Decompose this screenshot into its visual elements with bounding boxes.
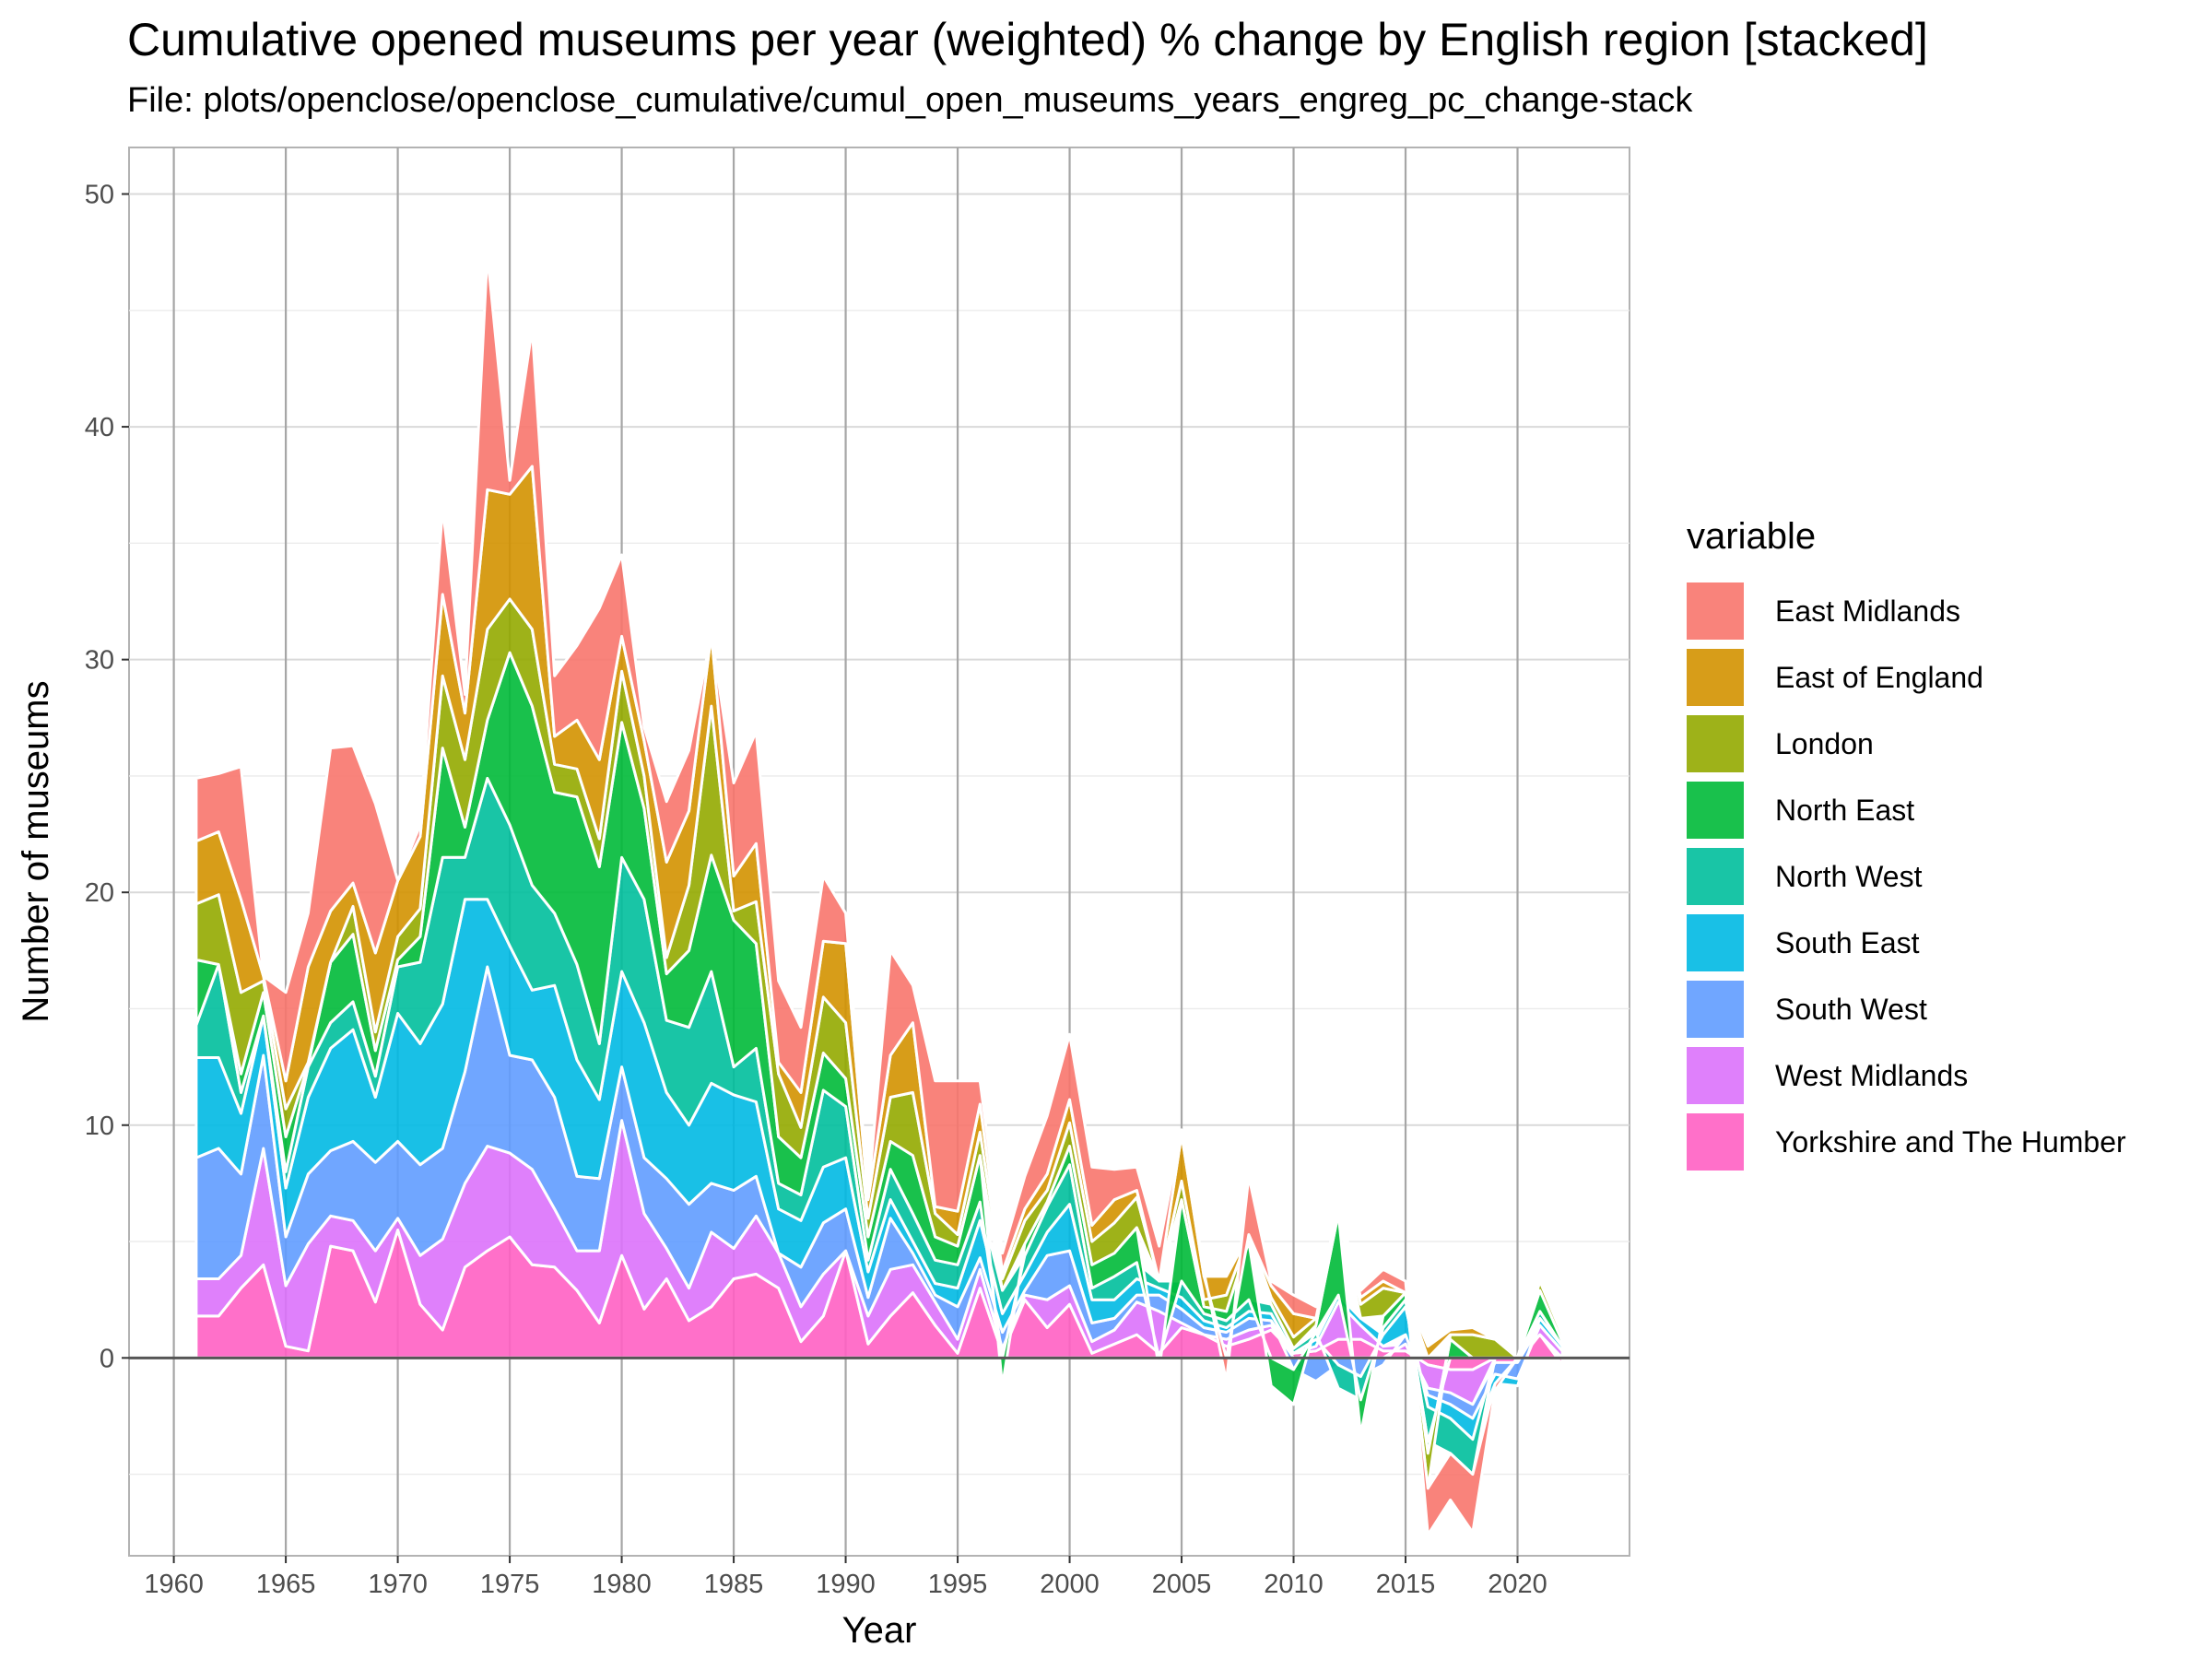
legend-label: East of England <box>1775 660 1983 694</box>
legend-label: North East <box>1775 793 1915 827</box>
chart-subtitle: File: plots/openclose/openclose_cumulati… <box>127 81 1693 120</box>
x-tick-label: 2010 <box>1264 1570 1324 1599</box>
legend-key-swatch <box>1687 715 1744 772</box>
x-tick-label: 1990 <box>816 1570 876 1599</box>
legend-key-swatch <box>1687 1113 1744 1171</box>
legend-item: East Midlands <box>1687 578 2126 644</box>
area-east-midlands <box>194 253 1564 1536</box>
legend-key-swatch <box>1687 649 1744 706</box>
legend-item: South West <box>1687 976 2126 1042</box>
legend-label: North West <box>1775 859 1923 893</box>
legend: variable East Midlands East of England Lon… <box>1687 516 2126 1175</box>
legend-label: South West <box>1775 992 1927 1026</box>
x-tick-label: 2020 <box>1488 1570 1547 1599</box>
x-tick-label: 2015 <box>1376 1570 1436 1599</box>
x-tick-label: 1980 <box>592 1570 652 1599</box>
legend-key-swatch <box>1687 582 1744 640</box>
legend-key-swatch <box>1687 914 1744 971</box>
x-tick-label: 1965 <box>256 1570 316 1599</box>
y-tick-label: 30 <box>85 646 114 676</box>
legend-item: Yorkshire and The Humber <box>1687 1109 2126 1175</box>
legend-item: North East <box>1687 777 2126 843</box>
legend-item: West Midlands <box>1687 1042 2126 1109</box>
legend-key-swatch <box>1687 848 1744 905</box>
chart-title: Cumulative opened museums per year (weig… <box>127 14 1928 65</box>
x-tick-label: 2000 <box>1040 1570 1100 1599</box>
x-tick-label: 2005 <box>1152 1570 1212 1599</box>
legend-label: East Midlands <box>1775 594 1960 628</box>
y-tick-label: 40 <box>85 413 114 442</box>
legend-key-swatch <box>1687 1047 1744 1104</box>
stacked-areas <box>194 253 1564 1536</box>
legend-items: East Midlands East of England London North … <box>1687 578 2126 1175</box>
x-tick-label: 1975 <box>480 1570 540 1599</box>
legend-key-swatch <box>1687 782 1744 839</box>
legend-label: London <box>1775 726 1874 760</box>
x-axis-title: Year <box>842 1610 917 1651</box>
legend-label: South East <box>1775 925 1920 959</box>
legend-item: London <box>1687 711 2126 777</box>
axis-ticks: 0 10 20 30 40 50 1960 1965 1970 1975 1980 1985 1990 1… <box>85 181 1547 1599</box>
x-tick-label: 1960 <box>144 1570 204 1599</box>
legend-item: South East <box>1687 910 2126 976</box>
y-tick-label: 20 <box>85 878 114 908</box>
legend-label: Yorkshire and The Humber <box>1775 1124 2126 1159</box>
legend-label: West Midlands <box>1775 1058 1969 1092</box>
y-tick-label: 0 <box>100 1344 114 1373</box>
y-tick-label: 50 <box>85 181 114 210</box>
y-axis-title: Number of museums <box>16 680 56 1022</box>
legend-item: North West <box>1687 843 2126 910</box>
x-tick-label: 1995 <box>928 1570 988 1599</box>
y-tick-label: 10 <box>85 1112 114 1141</box>
legend-item: East of England <box>1687 644 2126 711</box>
x-tick-label: 1985 <box>704 1570 764 1599</box>
legend-title: variable <box>1687 516 1817 557</box>
legend-key-swatch <box>1687 981 1744 1038</box>
x-tick-label: 1970 <box>368 1570 428 1599</box>
